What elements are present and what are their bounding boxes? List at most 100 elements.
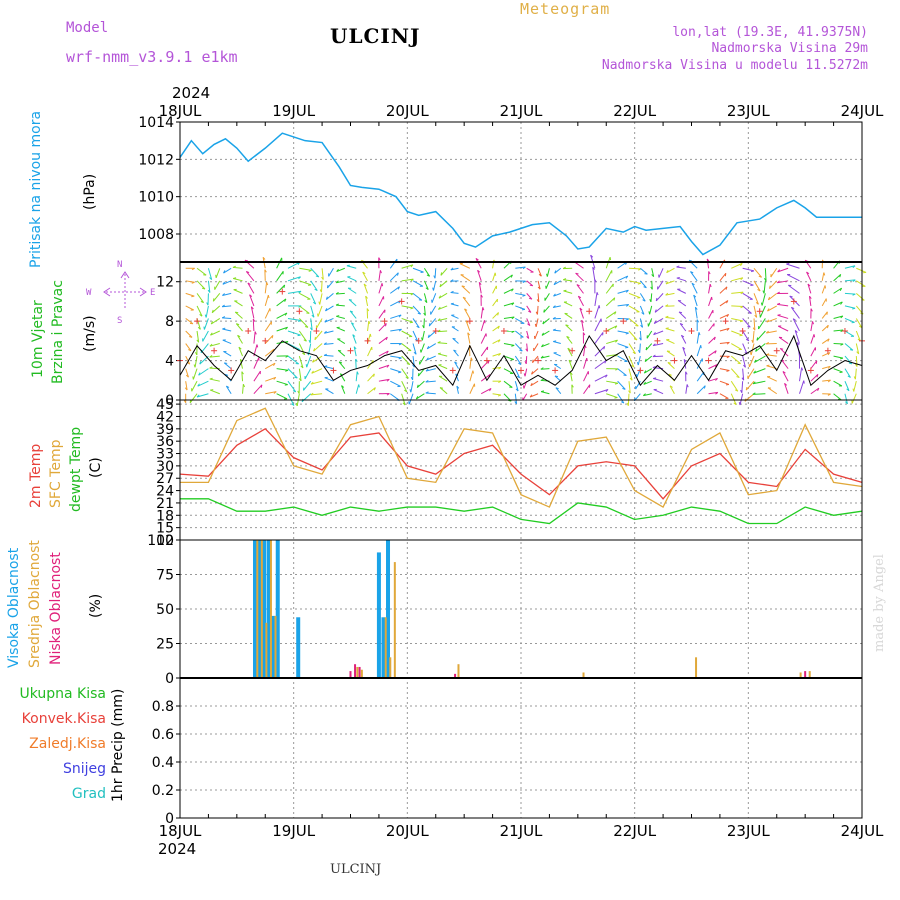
wind-arrow xyxy=(378,283,383,294)
wind-arrow xyxy=(739,393,744,406)
wind-arrow-head xyxy=(784,382,788,386)
wind-arrow xyxy=(353,346,357,357)
wind-arrow xyxy=(822,379,831,382)
wind-arrow xyxy=(417,368,425,377)
wind-arrow xyxy=(492,353,501,357)
wind-arrow xyxy=(617,275,628,282)
wind-arrow xyxy=(665,328,675,332)
wind-arrow xyxy=(355,371,358,382)
x-tick-label-bottom: 22JUL xyxy=(613,822,656,840)
x-tick-label-top: 20JUL xyxy=(386,102,429,120)
wind-arrow-head xyxy=(450,279,454,282)
wind-arrow xyxy=(265,362,276,370)
wind-arrow-head xyxy=(256,344,259,348)
wind-arrow-head xyxy=(584,345,587,349)
wind-arrow-head xyxy=(425,287,429,290)
wind-arrow-head xyxy=(626,402,629,406)
wind-arrow-head xyxy=(416,384,419,388)
wind-arrow-head xyxy=(726,314,730,318)
wind-arrow xyxy=(526,330,530,339)
wind-arrow-head xyxy=(683,359,687,363)
wind-arrow xyxy=(537,293,540,302)
wind-arrow xyxy=(854,368,857,380)
wind-arrow xyxy=(401,368,409,379)
wind-arrow-head xyxy=(605,374,608,378)
y-tick-label: 42 xyxy=(156,409,174,425)
wind-arrow xyxy=(276,257,283,269)
y-tick-label: 0 xyxy=(165,671,174,687)
wind-arrow-head xyxy=(199,314,203,317)
wind-arrow-head xyxy=(187,362,191,365)
wind-arrow xyxy=(341,385,346,394)
x-tick-label-top: 24JUL xyxy=(841,102,884,120)
wind-arrow-head xyxy=(740,291,744,295)
wind-arrow-head xyxy=(516,375,520,379)
wind-arrow-head xyxy=(252,318,256,322)
wind-arrow-head xyxy=(236,323,240,326)
wind-arrow-head xyxy=(413,351,417,355)
wind-arrow-head xyxy=(303,339,307,342)
wind-arrow xyxy=(853,381,857,392)
wind-arrow xyxy=(682,347,687,357)
wind-arrow xyxy=(200,343,209,354)
wind-arrow xyxy=(731,291,744,294)
wind-arrow xyxy=(355,359,357,369)
wind-arrow-head xyxy=(519,349,523,352)
wind-arrow xyxy=(777,280,789,284)
wind-arrow-head xyxy=(807,283,811,287)
wind-arrow xyxy=(185,292,195,297)
wind-arrow xyxy=(646,330,653,339)
wind-arrow xyxy=(583,371,589,382)
wind-arrow-head xyxy=(472,370,475,374)
wind-arrow-head xyxy=(839,357,844,360)
wind-arrow xyxy=(628,330,638,341)
wind-arrow xyxy=(276,326,288,332)
wind-arrow-head xyxy=(232,265,236,268)
cloud-mid-bar xyxy=(260,540,263,678)
wind-arrow-head xyxy=(415,396,419,400)
wind-arrow-head xyxy=(644,358,647,362)
wind-arrow xyxy=(526,293,533,300)
wind-arrow xyxy=(851,393,857,404)
wind-arrow xyxy=(209,378,220,382)
wind-arrow xyxy=(390,328,402,332)
wind-arrow xyxy=(688,259,698,269)
wind-arrow xyxy=(537,268,542,277)
wind-arrow-head xyxy=(748,312,752,314)
wind-arrow xyxy=(576,284,584,294)
wind-arrow-head xyxy=(744,398,747,402)
wind-arrow xyxy=(253,331,256,344)
wind-arrow xyxy=(748,355,755,368)
wind-arrow xyxy=(579,307,584,319)
wind-arrow-head xyxy=(635,324,639,327)
wind-arrow xyxy=(742,305,752,314)
wind-arrow xyxy=(583,384,591,395)
wind-arrow xyxy=(423,305,426,316)
wind-arrow xyxy=(423,280,429,290)
wind-arrow-head xyxy=(522,294,526,297)
wind-arrow-head xyxy=(302,352,306,356)
wind-arrow xyxy=(324,366,334,370)
wind-arrow-head xyxy=(452,337,456,340)
wind-arrow xyxy=(821,338,830,344)
wind-arrow xyxy=(693,294,698,307)
wind-arrow xyxy=(640,267,648,275)
wind-arrow-head xyxy=(743,364,746,368)
wind-arrow-head xyxy=(526,336,530,339)
wind-arrow-head xyxy=(543,309,545,313)
wind-arrow-head xyxy=(184,387,188,391)
wind-arrow xyxy=(515,292,526,296)
wind-arrow xyxy=(467,332,471,344)
y-tick-label: 0 xyxy=(165,393,174,409)
wind-arrow-head xyxy=(494,272,497,276)
wind-arrow xyxy=(378,364,390,370)
wind-arrow-head xyxy=(552,305,556,308)
wind-arrow-head xyxy=(433,275,436,279)
wind-arrow xyxy=(464,308,471,319)
wind-arrow-head xyxy=(206,302,209,306)
wind-arrow xyxy=(454,361,459,369)
y-tick-label: 0.8 xyxy=(152,699,174,715)
wind-arrow-head xyxy=(688,259,693,262)
wind-arrow xyxy=(276,393,288,400)
wind-arrow xyxy=(336,315,345,319)
